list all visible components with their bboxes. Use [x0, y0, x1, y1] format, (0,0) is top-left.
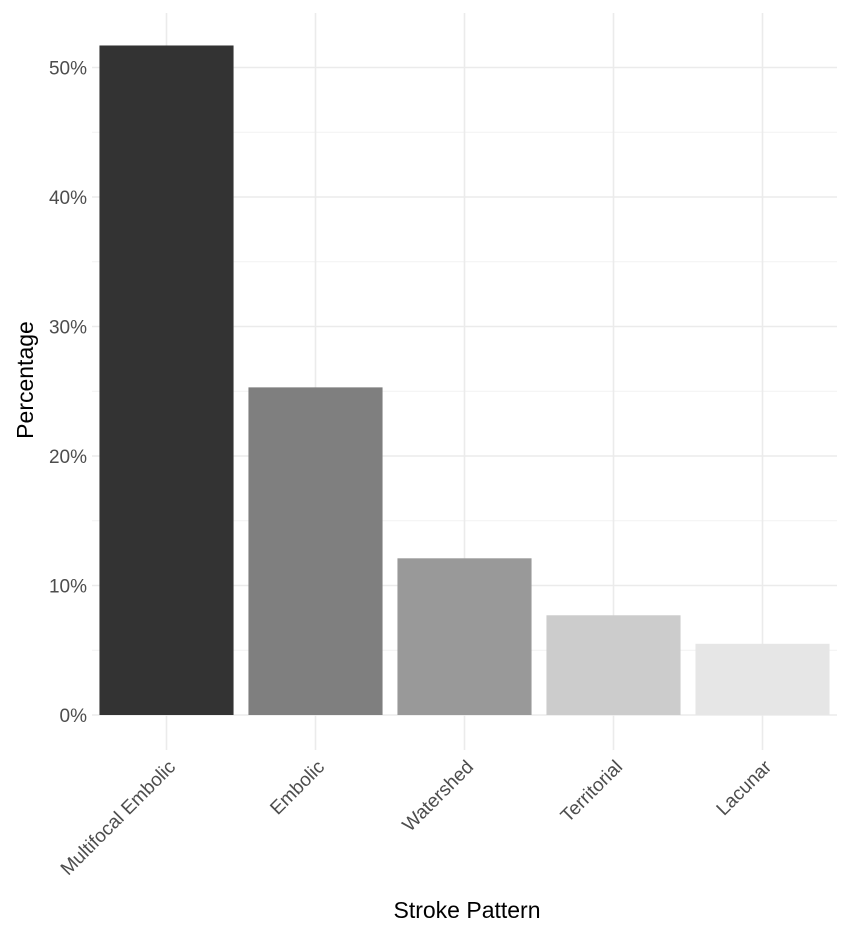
y-tick-label: 20%: [49, 447, 87, 468]
x-tick-label: Watershed: [399, 757, 478, 836]
y-tick-label: 50%: [49, 59, 87, 80]
y-axis-title: Percentage: [12, 321, 38, 439]
bars: [99, 45, 830, 716]
bar: [397, 558, 532, 715]
x-tick-label: Embolic: [266, 757, 329, 820]
y-axis-ticks: 0% 10% 20% 30% 40% 50%: [49, 59, 87, 728]
y-tick-label: 10%: [49, 577, 87, 598]
y-tick-label: 0%: [60, 706, 88, 727]
y-tick-label: 30%: [49, 318, 87, 339]
x-tick-label: Multifocal Embolic: [57, 757, 180, 880]
x-tick-label: Lacunar: [713, 756, 777, 820]
bar: [99, 45, 234, 716]
bar: [248, 387, 383, 715]
y-tick-label: 40%: [49, 188, 87, 209]
x-axis-ticks: Multifocal Embolic Embolic Watershed Territ…: [57, 756, 777, 880]
bar: [695, 643, 830, 715]
x-tick-label: Territorial: [557, 757, 627, 827]
bar: [546, 615, 681, 715]
x-axis-title: Stroke Pattern: [393, 897, 540, 923]
